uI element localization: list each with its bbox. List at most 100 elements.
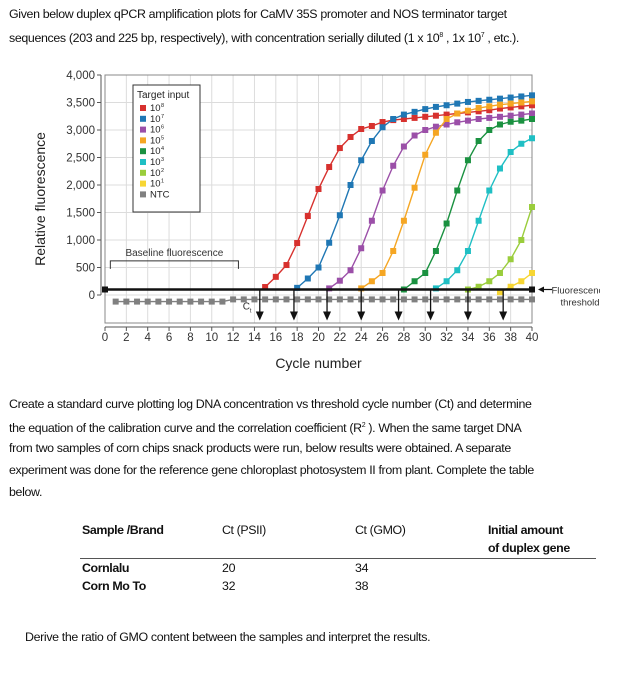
data-point xyxy=(390,116,397,122)
data-point xyxy=(144,298,151,305)
data-point xyxy=(326,164,333,171)
data-point xyxy=(390,248,397,254)
data-point xyxy=(347,182,354,188)
data-point xyxy=(400,217,407,224)
data-point xyxy=(475,116,482,122)
legend-label-exp: 2 xyxy=(161,168,164,174)
data-point xyxy=(486,103,493,110)
data-point xyxy=(166,298,173,305)
arrow-down-icon xyxy=(289,311,298,321)
data-point xyxy=(443,116,450,122)
data-point xyxy=(529,204,535,210)
x-tick-label: 32 xyxy=(440,332,453,344)
data-point xyxy=(422,113,429,120)
data-point xyxy=(411,184,418,191)
data-point xyxy=(529,116,535,122)
data-point xyxy=(134,298,141,305)
data-point xyxy=(529,102,535,109)
data-point xyxy=(486,278,493,285)
table-rule xyxy=(80,558,596,559)
data-point xyxy=(230,296,237,303)
data-point xyxy=(422,151,429,158)
data-point xyxy=(529,98,535,105)
body-text: the equation of the calibration curve an… xyxy=(9,421,362,436)
legend-label: 10 xyxy=(150,146,161,157)
data-point xyxy=(475,296,482,303)
data-point xyxy=(464,157,471,164)
x-tick-label: 34 xyxy=(462,332,475,344)
legend-swatch xyxy=(140,191,146,198)
legend-label-exp: 5 xyxy=(161,135,164,141)
x-tick-label: 20 xyxy=(312,332,325,344)
x-tick-label: 10 xyxy=(205,332,218,344)
x-tick-label: 30 xyxy=(419,332,432,344)
data-point xyxy=(529,296,535,303)
data-point xyxy=(454,296,461,303)
threshold-label: threshold xyxy=(560,298,599,309)
data-point xyxy=(347,267,354,274)
legend-swatch xyxy=(140,105,146,111)
data-point xyxy=(240,296,247,303)
data-point xyxy=(411,114,418,121)
data-point xyxy=(251,296,258,303)
data-point xyxy=(475,217,482,224)
body-line-2: the equation of the calibration curve an… xyxy=(9,415,522,439)
data-point xyxy=(304,213,311,220)
data-point xyxy=(464,98,471,105)
data-point xyxy=(400,116,407,122)
header-sample: Sample /Brand xyxy=(82,523,164,537)
intro-line-1: Given below duplex qPCR amplification pl… xyxy=(9,7,507,21)
legend-swatch xyxy=(140,115,146,122)
data-point xyxy=(529,135,535,142)
data-point xyxy=(454,100,461,107)
legend-swatch xyxy=(140,159,146,165)
data-point xyxy=(272,296,279,303)
data-point xyxy=(496,101,503,108)
y-tick-label: 3,500 xyxy=(66,98,95,110)
x-tick-label: 26 xyxy=(376,332,389,344)
data-point xyxy=(475,105,482,111)
arrow-down-icon xyxy=(255,311,264,321)
data-point xyxy=(475,283,482,290)
data-point xyxy=(368,138,375,144)
y-tick-label: 4,000 xyxy=(66,70,95,82)
data-point xyxy=(294,284,301,291)
data-point xyxy=(529,92,535,99)
data-point xyxy=(400,111,407,118)
legend-label: 10 xyxy=(150,179,161,190)
data-point xyxy=(475,108,482,115)
data-point xyxy=(496,165,503,172)
data-point xyxy=(379,119,386,126)
x-tick-label: 38 xyxy=(504,332,517,344)
body-line-5: below. xyxy=(9,485,43,499)
data-point xyxy=(443,278,450,285)
data-point xyxy=(411,296,418,303)
data-point xyxy=(315,296,322,303)
data-point xyxy=(262,296,269,303)
data-point xyxy=(368,296,375,303)
data-point xyxy=(507,256,514,263)
exponent: 8 xyxy=(439,32,443,39)
cell-ct-gmo: 38 xyxy=(355,579,369,593)
data-point xyxy=(155,298,162,305)
data-point xyxy=(294,240,301,247)
data-point xyxy=(518,99,525,106)
data-point xyxy=(507,149,514,155)
body-line-3: from two samples of corn chips snack pro… xyxy=(9,441,511,455)
intro-text: , 1x 10 xyxy=(442,31,481,46)
data-point xyxy=(262,284,269,291)
data-point xyxy=(443,220,450,227)
data-point xyxy=(112,298,119,305)
x-tick-label: 2 xyxy=(123,332,129,344)
data-point xyxy=(432,296,439,303)
baseline-label: Baseline fluorescence xyxy=(125,248,223,259)
data-point xyxy=(518,296,525,303)
data-point xyxy=(507,94,514,101)
legend-swatch xyxy=(140,148,146,155)
data-point xyxy=(464,248,471,254)
data-point xyxy=(432,103,439,110)
data-point xyxy=(400,296,407,303)
legend-label-exp: 6 xyxy=(161,125,164,131)
data-point xyxy=(529,110,535,117)
baseline-bracket xyxy=(109,260,239,269)
